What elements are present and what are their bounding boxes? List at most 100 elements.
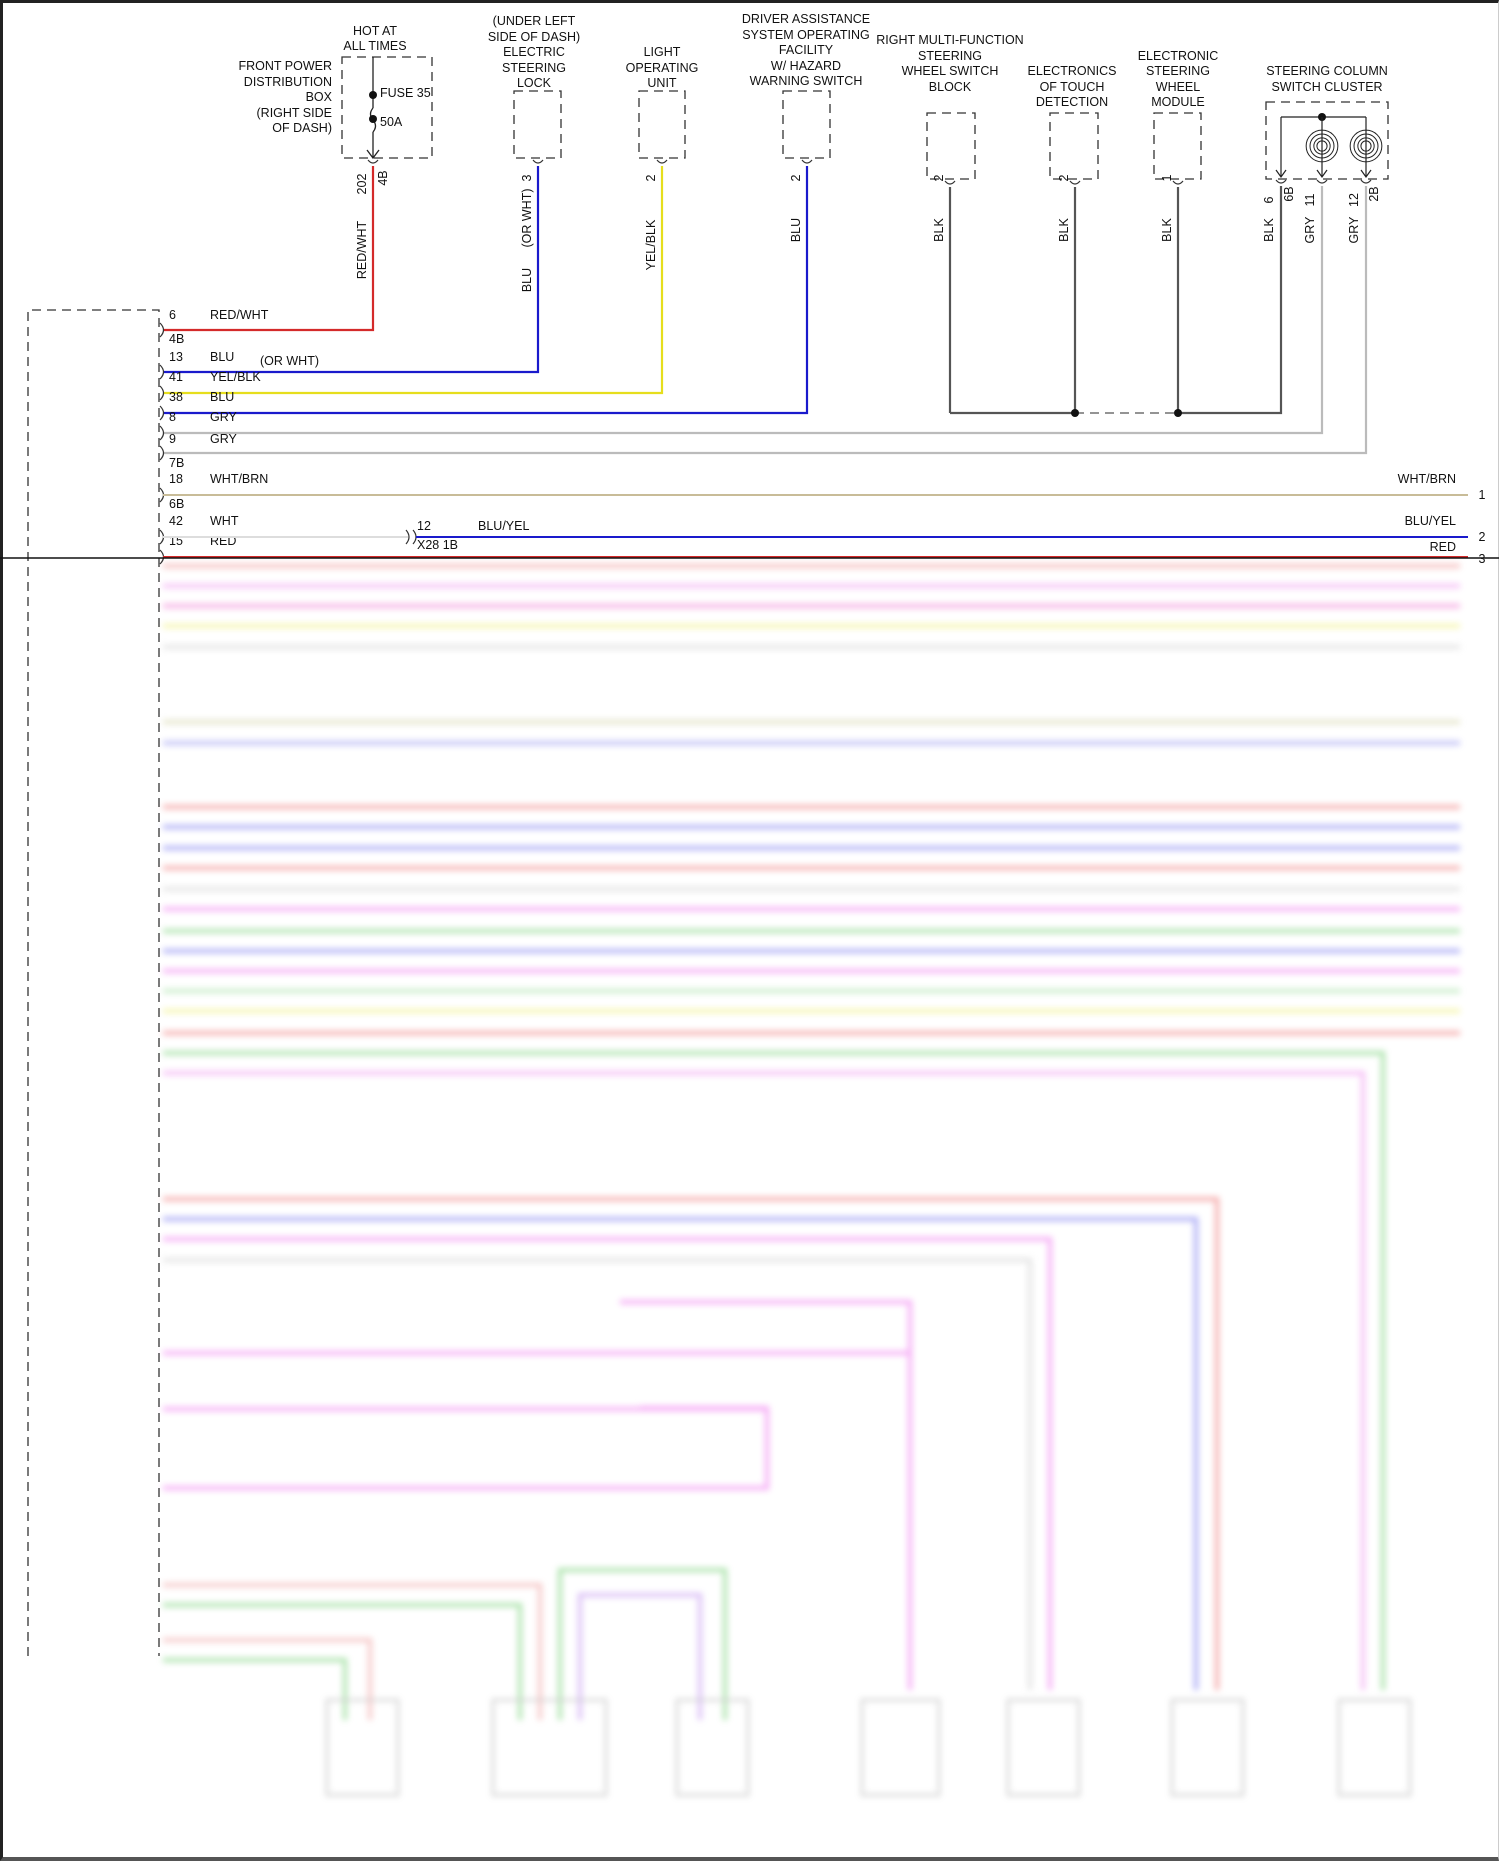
pin-number: 2 <box>1057 174 1071 181</box>
wire-color-label: RED/WHT <box>355 220 369 279</box>
component-label: FRONT POWER <box>238 59 332 73</box>
connector-pin-icon <box>159 487 165 503</box>
component-7: STEERING COLUMN SWITCH CLUSTER 6 6B BLK 11 GRY… <box>163 64 1389 455</box>
component-label: MODULE <box>1151 95 1204 109</box>
blurred-wire <box>163 1237 1052 1690</box>
wire <box>163 186 1368 455</box>
component-label: UNIT <box>647 76 677 90</box>
wire-color-label: BLK <box>1160 218 1174 242</box>
left-module-connector: 6 RED/WHT 13 BLU (OR WHT) 41 YEL/BLK 38 BLU 8 GRY 9… <box>27 308 319 1656</box>
component-label: SIDE OF DASH) <box>488 30 580 44</box>
component-label: ELECTRONIC <box>1138 49 1219 63</box>
component-1: (UNDER LEFT SIDE OF DASH)ELECTRIC STEERING… <box>163 14 580 374</box>
component-label: SYSTEM OPERATING <box>742 28 870 42</box>
component-label: WHEEL SWITCH <box>902 64 999 78</box>
blurred-component-box <box>1338 1699 1411 1796</box>
component-label: W/ HAZARD <box>771 59 841 73</box>
wire-color-label: BLU <box>520 268 534 292</box>
component-label: BOX <box>306 90 333 104</box>
connector-pin-icon <box>1360 179 1372 184</box>
pin-number: 13 <box>169 350 183 364</box>
blurred-component-box <box>861 1699 940 1796</box>
blurred-component-box <box>1171 1699 1244 1796</box>
blurred-wire <box>163 1258 1032 1690</box>
wire-color-note: (OR WHT) <box>260 354 319 368</box>
connector-pin-icon <box>159 385 165 401</box>
component-label: DISTRIBUTION <box>244 75 332 89</box>
component-box <box>926 112 976 180</box>
component-label: FACILITY <box>779 43 834 57</box>
component-label: LIGHT <box>644 45 681 59</box>
wire-color-label: BLK <box>1057 218 1071 242</box>
pin-number: 9 <box>169 432 176 446</box>
blurred-wire <box>558 1568 727 1720</box>
component-3: DRIVER ASSISTANCE SYSTEM OPERATINGFACILIT… <box>163 12 870 415</box>
pin-number: 6B <box>1282 186 1296 201</box>
module-box <box>27 309 160 1656</box>
component-box <box>1265 101 1389 180</box>
blurred-wire <box>578 1593 702 1720</box>
splice-dot <box>1174 409 1182 417</box>
component-label: OF TOUCH <box>1040 80 1105 94</box>
connector-pin-icon <box>1172 180 1184 185</box>
component-label: (RIGHT SIDE <box>257 106 332 120</box>
blurred-component-box <box>326 1699 399 1796</box>
fuse-label: FUSE 35 <box>380 86 431 100</box>
connector-name: X28 1B <box>417 538 458 552</box>
wire-color-label: WHT <box>210 514 239 528</box>
blurred-wire <box>163 1051 1385 1690</box>
component-label: DRIVER ASSISTANCE <box>742 12 870 26</box>
wire-color-label: BLU <box>210 390 234 404</box>
pin-number: 6 <box>1262 196 1276 203</box>
component-label: STEERING <box>1146 64 1210 78</box>
component-box <box>638 90 686 159</box>
sub-connector-label: 4B <box>169 332 184 346</box>
pin-number: 2 <box>644 174 658 181</box>
component-label: BLOCK <box>929 80 972 94</box>
connector-pin-icon <box>367 159 379 164</box>
wire <box>163 166 375 332</box>
blurred-wire <box>163 1217 1198 1690</box>
wire-color-label: BLK <box>932 218 946 242</box>
component-box <box>1153 112 1202 180</box>
pin-number: 12 <box>1347 193 1361 207</box>
wire-color-label: BLU/YEL <box>478 519 529 533</box>
fuse-terminal-dot <box>369 91 377 99</box>
connector-pin-icon <box>159 425 165 441</box>
component-label: LOCK <box>517 76 552 90</box>
fuse-rating: 50A <box>380 115 403 129</box>
component-label: (UNDER LEFT <box>493 14 576 28</box>
wire-color-label: YEL/BLK <box>210 370 261 384</box>
pin-number: 4B <box>376 170 390 185</box>
component-box <box>513 90 562 159</box>
wire-color-label: BLU <box>789 218 803 242</box>
blurred-wire <box>163 1638 372 1720</box>
wire-color-label: BLK <box>1262 218 1276 242</box>
fuse-terminal-dot <box>369 115 377 123</box>
wire-color-label: BLU <box>210 350 234 364</box>
pin-number: 1 <box>1479 488 1486 502</box>
wire-color-label: (OR WHT) <box>520 188 534 247</box>
wire-color-label: GRY <box>1303 216 1317 244</box>
connector-pin-icon <box>159 445 165 461</box>
connector-pin-icon <box>159 529 165 545</box>
pin-number: 202 <box>355 174 369 195</box>
connector-pin-icon <box>1275 179 1287 184</box>
wire-color-label: BLU/YEL <box>1405 514 1456 528</box>
component-box <box>782 90 831 159</box>
wire-color-label: GRY <box>210 410 238 424</box>
blurred-wire <box>163 1603 522 1720</box>
wire-color-label: GRY <box>210 432 238 446</box>
arrow-icon <box>1360 169 1372 179</box>
connector-pin-icon <box>532 159 544 164</box>
sub-connector-label: 7B <box>169 456 184 470</box>
component-label: ELECTRONICS <box>1028 64 1117 78</box>
pin-number: 12 <box>417 519 431 533</box>
blurred-component-box <box>492 1699 607 1796</box>
arrow-icon <box>1275 169 1287 179</box>
blurred-wire <box>163 1658 347 1720</box>
wire <box>1178 186 1283 415</box>
